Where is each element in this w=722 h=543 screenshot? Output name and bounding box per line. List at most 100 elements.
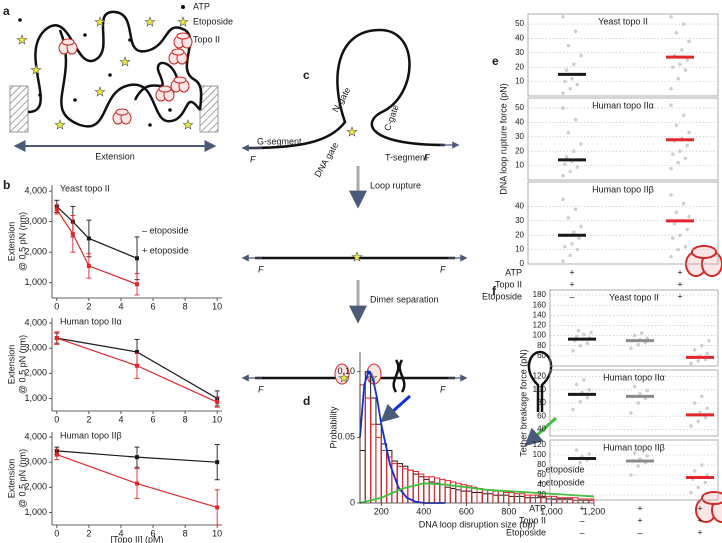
panel-label: e	[492, 54, 499, 68]
point	[689, 361, 693, 366]
y-tick-label: 60	[537, 470, 546, 479]
y-axis-label: DNA loop rupture force (pN)	[498, 83, 508, 195]
atp	[168, 108, 172, 112]
point	[676, 247, 680, 252]
dna	[133, 61, 180, 101]
condition-value: +	[697, 527, 702, 537]
y-tick-label: 40	[515, 118, 524, 127]
y-tick-label: 0	[350, 497, 355, 507]
y-tick-label: 30	[515, 132, 524, 141]
x-tick-label: 400	[416, 506, 431, 516]
point	[86, 236, 91, 241]
x-axis-label: DNA loop disruption size (bp)	[419, 519, 536, 529]
y-tick-label: 80	[537, 398, 546, 407]
histogram-bin	[492, 494, 499, 503]
histogram-bin	[418, 476, 425, 503]
wall	[9, 85, 29, 133]
condition-value: +	[569, 267, 574, 277]
point	[678, 62, 682, 67]
x-tick-label: 10	[212, 301, 222, 311]
point	[561, 91, 565, 95]
point	[696, 359, 700, 363]
point	[568, 87, 572, 91]
point	[636, 342, 640, 347]
histogram-bin	[370, 423, 377, 503]
point	[678, 149, 682, 154]
point	[579, 224, 583, 229]
point	[579, 142, 583, 146]
etoposide	[144, 16, 156, 27]
histogram-bin	[433, 482, 441, 503]
chart-title: Yeast topo II	[60, 183, 110, 193]
condition-value: +	[697, 503, 702, 513]
y-axis-label: @ 0.5 pN (nm)	[17, 335, 27, 394]
etoposide	[182, 119, 194, 130]
step-label: Dimer separation	[370, 294, 439, 304]
topo	[168, 48, 188, 65]
x-tick-label: 200	[374, 506, 389, 516]
point	[689, 490, 693, 495]
y-axis-label: Extension	[6, 459, 16, 499]
point	[135, 349, 139, 354]
point	[575, 247, 580, 252]
point	[577, 236, 581, 240]
point	[681, 113, 686, 118]
hairpin-icon	[392, 359, 400, 393]
histogram-bin	[418, 473, 425, 503]
point	[578, 460, 582, 465]
gate-label: DNA gate	[312, 141, 340, 179]
condition-value: +	[697, 515, 702, 525]
legend-label: + etoposide	[538, 477, 585, 487]
point	[587, 452, 591, 456]
force-label: F	[258, 264, 264, 274]
y-tick-label: 80	[537, 460, 546, 469]
y-tick-label: 20	[537, 490, 546, 499]
x-tick-label: 8	[183, 414, 188, 424]
fit-curve	[359, 482, 595, 504]
point	[674, 123, 679, 128]
chart-title: Human topo IIα	[60, 316, 122, 326]
point	[692, 401, 697, 405]
histogram-bin	[503, 491, 510, 503]
point	[685, 227, 689, 232]
histogram-bin	[380, 443, 388, 503]
x-tick-label: 10	[212, 414, 222, 424]
histogram-bin	[455, 489, 462, 503]
point	[568, 253, 572, 258]
y-tick-label: 50	[515, 19, 524, 28]
histogram-bin	[364, 371, 372, 503]
topo	[155, 85, 175, 102]
point	[574, 334, 579, 339]
point	[671, 236, 675, 240]
point	[135, 282, 139, 287]
point	[645, 454, 649, 458]
point	[571, 349, 575, 353]
point	[585, 395, 590, 400]
condition-label: Etoposide	[482, 291, 522, 301]
point	[566, 43, 571, 48]
x-tick-label: 6	[151, 528, 156, 538]
point	[671, 65, 675, 70]
y-tick-label: 50	[515, 103, 524, 112]
point	[564, 68, 569, 72]
y-tick-label: 3,000	[24, 343, 47, 353]
panel-frame	[549, 439, 719, 501]
hairpin-icon	[398, 359, 406, 393]
y-tick-label: 40	[515, 34, 524, 43]
histogram-bin	[428, 476, 435, 503]
etoposide	[346, 126, 358, 137]
y-axis-label: Probability	[328, 406, 338, 449]
point	[629, 473, 633, 477]
y-tick-label: 120	[533, 440, 547, 449]
point	[86, 263, 91, 268]
condition-value: +	[677, 279, 682, 289]
point	[687, 214, 691, 219]
y-tick-label: 30	[515, 216, 524, 225]
y-tick-label: 40	[537, 425, 546, 434]
point	[566, 216, 571, 220]
x-tick-label: 2	[86, 414, 91, 424]
legend-topo	[173, 32, 193, 49]
y-tick-label: 0.05	[337, 432, 355, 442]
point	[579, 53, 583, 58]
atp	[83, 33, 87, 37]
